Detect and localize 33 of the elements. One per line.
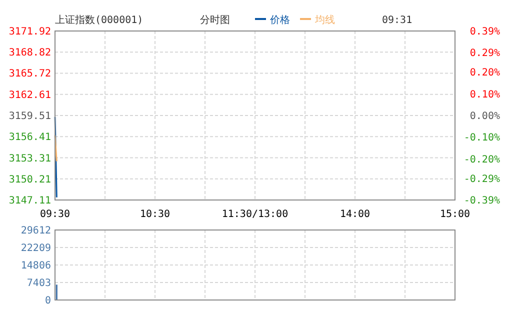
chart-title: 上证指数(000001): [55, 14, 144, 26]
legend-label: 均线: [314, 14, 335, 26]
y-tick-label: 14806: [20, 260, 51, 272]
text: 09:31: [382, 15, 412, 26]
y-tick-label: 3171.92: [8, 26, 51, 38]
y-tick-label: 0: [44, 296, 51, 306]
y2-tick-label: -0.10%: [464, 132, 500, 144]
y2-tick-label: 0.20%: [470, 68, 500, 79]
y2-tick-label: 0.00%: [470, 111, 500, 122]
y2-tick-label: 0.39%: [470, 26, 500, 38]
y2-tick-label: 0.10%: [470, 89, 500, 100]
y2-tick-label: -0.20%: [464, 154, 500, 166]
y2-tick-label: -0.29%: [464, 174, 500, 185]
y-tick-label: 3165.72: [8, 68, 51, 80]
y-tick-label: 29612: [20, 226, 51, 236]
x-tick-label: 09:30: [40, 209, 70, 220]
chart-subtitle: 分时图: [200, 14, 230, 26]
y-tick-label: 22209: [20, 243, 51, 254]
y-tick-label: 3147.11: [8, 196, 51, 206]
y-tick-label: 3162.61: [8, 90, 51, 101]
y-tick-label: 3159.51: [8, 111, 51, 122]
y-tick-label: 7403: [26, 278, 51, 289]
x-tick-label: 15:00: [440, 209, 470, 220]
x-tick-label: 14:00: [340, 209, 370, 220]
y-tick-label: 3150.21: [8, 174, 51, 186]
y-tick-label: 3168.82: [8, 48, 51, 59]
y2-tick-label: 0.29%: [470, 48, 500, 60]
y2-tick-label: -0.39%: [464, 196, 500, 206]
y-tick-label: 3156.41: [8, 132, 51, 144]
legend-label: 价格: [269, 14, 290, 26]
x-tick-label: 11:30/13:00: [222, 209, 288, 220]
x-tick-label: 10:30: [140, 209, 170, 220]
y-tick-label: 3153.31: [8, 153, 51, 164]
